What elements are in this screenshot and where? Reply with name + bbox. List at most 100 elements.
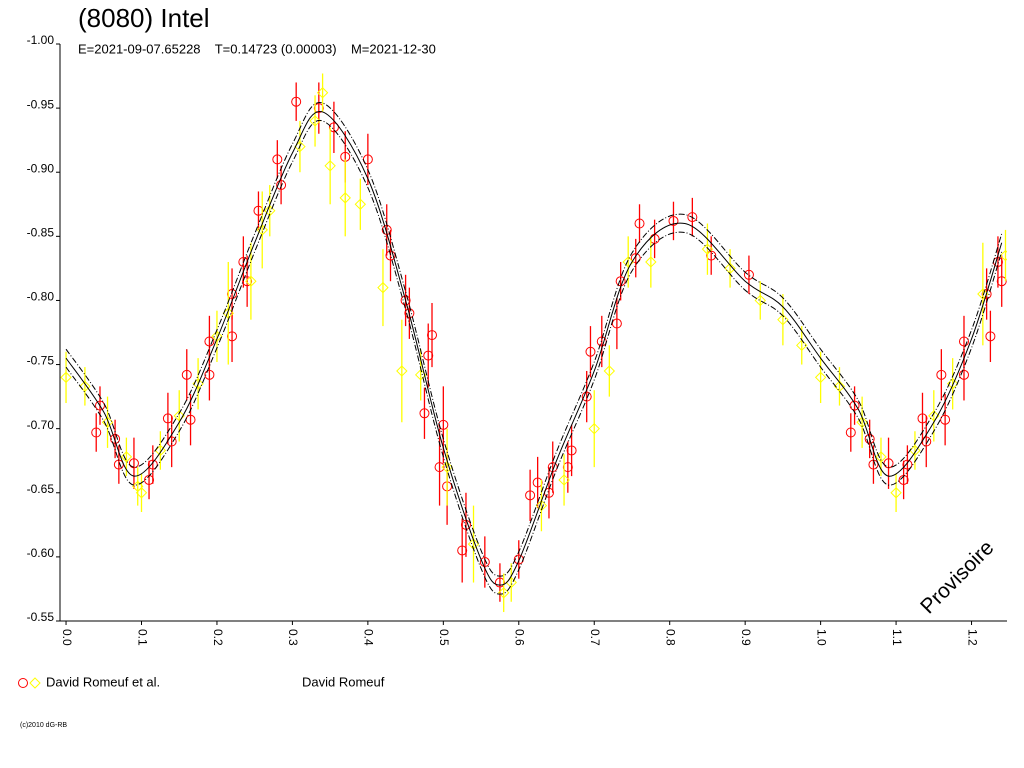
data-point xyxy=(423,350,434,361)
data-point xyxy=(135,487,148,499)
data-point xyxy=(743,269,754,280)
data-point xyxy=(313,103,324,114)
data-point xyxy=(457,545,468,556)
data-point xyxy=(245,275,257,287)
data-point xyxy=(173,410,185,422)
data-point xyxy=(532,477,543,488)
y-tick-label: -0.95 xyxy=(27,97,55,111)
y-tick-label: -0.75 xyxy=(27,354,55,368)
data-point xyxy=(211,330,223,343)
data-point xyxy=(777,313,789,326)
data-point xyxy=(147,459,158,470)
data-point xyxy=(479,557,490,568)
data-point xyxy=(958,369,969,380)
data-point xyxy=(796,339,808,352)
data-point xyxy=(936,369,947,380)
data-point xyxy=(581,391,592,402)
data-point xyxy=(291,96,302,107)
data-point xyxy=(585,346,596,357)
data-point xyxy=(242,276,253,287)
data-point xyxy=(940,414,951,425)
data-point xyxy=(309,115,321,127)
data-point xyxy=(253,205,264,216)
y-tick-label: -0.65 xyxy=(27,482,55,496)
y-tick-label: -0.80 xyxy=(27,290,55,304)
data-point xyxy=(622,256,634,268)
data-point xyxy=(238,256,249,267)
data-point xyxy=(603,365,616,377)
y-tick-label: -1.00 xyxy=(27,33,55,47)
data-point xyxy=(558,474,570,486)
data-point xyxy=(611,318,622,329)
chart-title: (8080) Intel xyxy=(78,3,210,33)
x-tick-label: 1.1 xyxy=(890,629,904,646)
data-point xyxy=(668,215,679,226)
x-tick-label: 0.0 xyxy=(60,629,74,646)
x-tick-label: 0.5 xyxy=(437,629,451,646)
data-point xyxy=(276,180,287,191)
data-point xyxy=(316,87,329,99)
data-point xyxy=(162,413,173,424)
data-point xyxy=(204,369,215,380)
legend-marker xyxy=(29,677,41,689)
x-tick-label: 0.9 xyxy=(739,629,753,646)
data-point xyxy=(701,243,714,255)
data-point xyxy=(441,461,453,473)
data-point xyxy=(101,416,114,428)
data-point xyxy=(227,289,238,300)
chart-subtitle: E=2021-09-07.65228 T=0.14723 (0.00003) M… xyxy=(78,41,436,56)
legend-marker xyxy=(18,678,28,688)
data-point xyxy=(868,459,879,470)
copyright: (c)2010 dG-RB xyxy=(20,722,67,729)
data-point xyxy=(227,331,238,342)
legend-label: David Romeuf et al. xyxy=(46,674,160,689)
data-point xyxy=(814,371,827,384)
data-point xyxy=(645,256,657,268)
data-point xyxy=(494,577,505,588)
data-point xyxy=(497,587,510,599)
data-point xyxy=(525,490,536,501)
data-point xyxy=(849,400,860,411)
data-point xyxy=(977,288,989,300)
data-point xyxy=(996,276,1007,287)
x-tick-label: 0.4 xyxy=(362,629,376,646)
x-tick-label: 0.8 xyxy=(664,629,678,646)
x-tick-label: 0.6 xyxy=(513,629,527,646)
data-point xyxy=(928,410,940,422)
data-point xyxy=(419,408,430,419)
y-tick-label: -0.70 xyxy=(27,418,55,432)
plot-area xyxy=(60,73,1007,613)
data-point xyxy=(204,336,215,347)
y-tick-label: -0.55 xyxy=(27,610,55,624)
x-tick-label: 0.1 xyxy=(135,629,149,646)
data-point xyxy=(427,330,438,341)
data-point xyxy=(404,308,415,319)
data-point xyxy=(898,474,909,485)
x-tick-label: 1.0 xyxy=(814,629,828,646)
data-point xyxy=(687,212,698,223)
data-point xyxy=(377,281,389,294)
data-point xyxy=(833,380,846,393)
data-point xyxy=(60,371,72,384)
data-point xyxy=(999,249,1007,262)
data-point xyxy=(79,380,91,393)
data-point xyxy=(110,433,121,444)
data-point xyxy=(438,419,449,430)
data-point xyxy=(864,433,875,444)
data-point xyxy=(634,218,645,229)
data-point xyxy=(562,462,573,473)
data-point xyxy=(981,289,992,300)
data-point xyxy=(272,154,283,165)
data-point xyxy=(94,400,105,411)
data-point xyxy=(985,331,996,342)
y-tick-label: -0.90 xyxy=(27,161,55,175)
data-point xyxy=(324,160,336,172)
data-point xyxy=(630,253,641,264)
data-point xyxy=(946,378,959,390)
data-point xyxy=(354,198,367,210)
data-point xyxy=(385,250,396,261)
x-tick-label: 0.3 xyxy=(286,629,300,646)
